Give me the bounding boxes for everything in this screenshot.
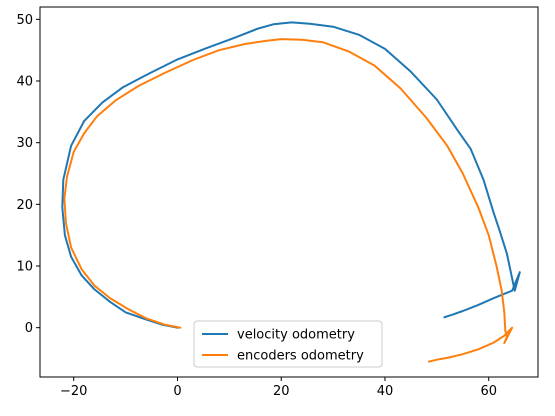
y-tick-label: 30: [16, 136, 33, 151]
y-tick-label: 40: [16, 75, 33, 90]
x-tick-label: −20: [60, 384, 87, 399]
x-tick-label: 40: [377, 384, 394, 399]
series-line-1: [63, 38, 514, 363]
plot-area: [40, 7, 538, 377]
y-tick-label: 10: [16, 260, 33, 275]
plot-frame: [39, 6, 539, 378]
y-axis: 0 10 20 30 40 50: [16, 13, 40, 336]
legend-label-1: encoders odometry: [237, 349, 364, 364]
legend-label-0: velocity odometry: [237, 328, 355, 343]
y-tick-label: 20: [16, 198, 33, 213]
x-tick-label: 0: [173, 384, 181, 399]
y-tick-label: 0: [25, 321, 33, 336]
y-tick-label: 50: [16, 13, 33, 28]
legend: velocity odometry encoders odometry: [193, 320, 383, 368]
legend-box: [193, 320, 383, 368]
x-tick-label: 60: [480, 384, 497, 399]
series-layer: [61, 21, 521, 363]
x-axis: −20 0 20 40 60: [60, 377, 497, 399]
series-line-0: [61, 21, 521, 329]
x-tick-label: 20: [273, 384, 290, 399]
